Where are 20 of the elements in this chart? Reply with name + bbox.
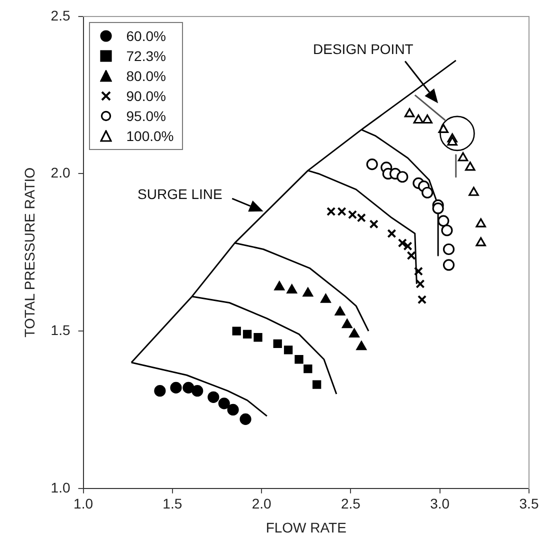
y-tick-label: 1.5	[50, 322, 70, 338]
legend-label: 100.0%	[126, 128, 174, 144]
y-tick-label: 2.0	[50, 164, 70, 181]
y-axis-title: TOTAL PRESSURE RATIO	[21, 167, 38, 338]
x-tick-label: 2.5	[340, 496, 361, 512]
legend-label: 72.3%	[126, 48, 166, 64]
legend-label: 90.0%	[126, 88, 166, 104]
x-tick-label: 3.5	[519, 496, 539, 512]
annotation: SURGE LINE	[138, 186, 222, 202]
x-tick-label: 3.0	[430, 496, 450, 512]
y-tick-label: 1.0	[50, 479, 70, 496]
x-tick-label: 1.5	[162, 496, 182, 512]
x-tick-label: 1.0	[74, 496, 94, 512]
legend-label: 80.0%	[126, 68, 166, 84]
annotation: DESIGN POINT	[313, 41, 414, 58]
x-tick-label: 2.0	[252, 496, 272, 512]
x-axis-title: FLOW RATE	[266, 519, 346, 536]
y-tick-label: 2.5	[50, 7, 70, 24]
legend-label: 60.0%	[126, 28, 166, 44]
legend-label: 95.0%	[126, 108, 166, 124]
